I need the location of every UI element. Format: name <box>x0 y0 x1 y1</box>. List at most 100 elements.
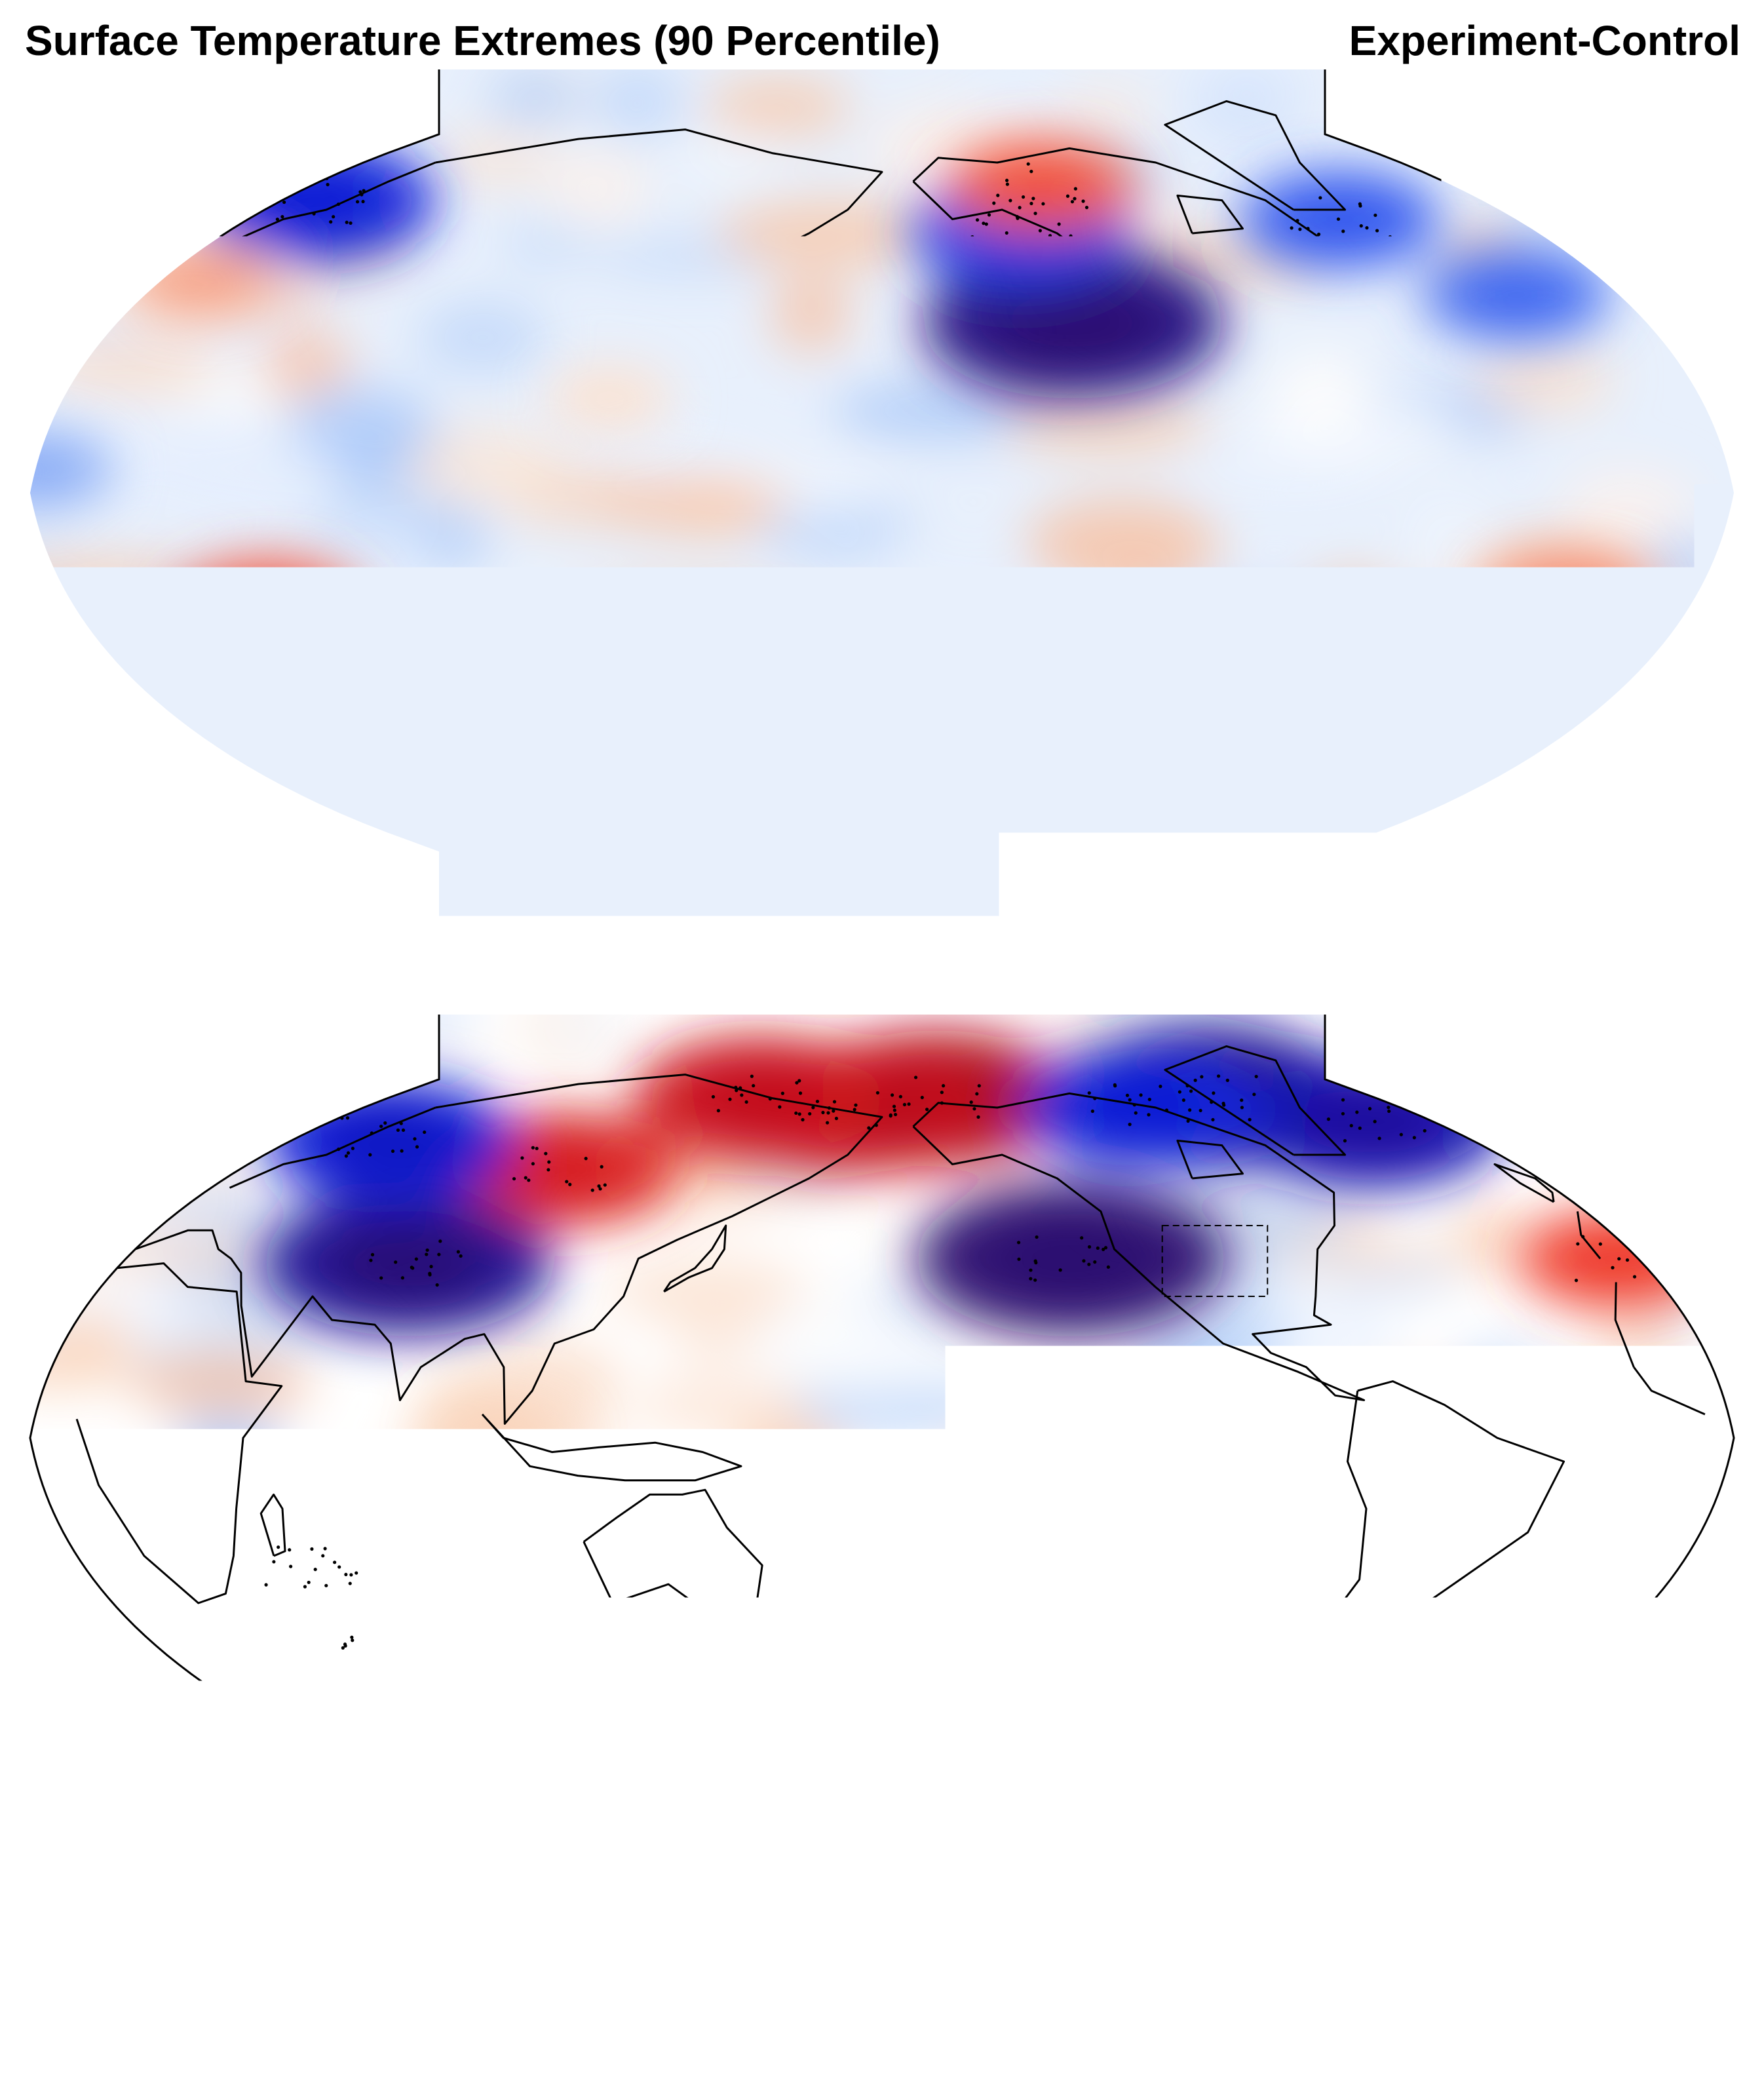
stipple-dot <box>1028 1778 1031 1781</box>
stipple-dot <box>1071 319 1074 322</box>
colorbar-cell <box>1030 1899 1052 1961</box>
stipple-dot <box>1182 1098 1185 1102</box>
stipple-dot <box>891 1093 894 1096</box>
stipple-dot <box>585 1157 588 1160</box>
stipple-dot <box>333 1560 336 1564</box>
colorbar-cell <box>691 1899 713 1961</box>
colorbar-cell <box>142 1899 163 1961</box>
stipple-dot <box>833 1767 836 1770</box>
stipple-dot <box>1128 1098 1132 1102</box>
stipple-dot <box>1575 1279 1578 1282</box>
colorbar-cell <box>268 1899 290 1961</box>
stipple-dot <box>889 1114 892 1117</box>
stipple-dot <box>875 1747 878 1750</box>
stipple-dot <box>1020 337 1024 340</box>
stipple-dot <box>1252 1093 1256 1096</box>
stipple-dot <box>1035 1235 1039 1239</box>
stipple-dot <box>765 1821 768 1825</box>
stipple-dot <box>1654 1239 1657 1243</box>
stipple-dot <box>914 1075 917 1079</box>
field-patch <box>668 140 788 185</box>
stipple-dot <box>347 1152 350 1155</box>
stipple-dot <box>1134 1112 1138 1115</box>
stipple-dot <box>788 1825 792 1829</box>
stipple-dot <box>975 1092 978 1095</box>
colorbar-cell <box>755 1899 777 1961</box>
stipple-dot <box>326 183 329 186</box>
stipple-dot <box>554 1796 557 1800</box>
field-patch <box>1276 1236 1474 1276</box>
anomaly-core <box>1295 1083 1450 1160</box>
colorbar-cell <box>1369 1899 1390 1961</box>
stipple-dot <box>925 1108 929 1111</box>
stipple-dot <box>429 1265 432 1268</box>
field-patch <box>858 787 977 857</box>
field-patch <box>1506 1810 1657 1850</box>
field-patch <box>1579 720 1764 799</box>
stipple-dot <box>1006 183 1009 186</box>
colorbar-cell <box>925 1899 946 1961</box>
colorbar-cell <box>501 1899 523 1961</box>
stipple-dot <box>978 1084 981 1087</box>
stipple-dot <box>1409 1098 1412 1101</box>
stipple-dot <box>794 1112 797 1115</box>
colorbar-cell <box>839 1899 861 1961</box>
stipple-dot <box>565 1180 568 1183</box>
stipple-dot <box>396 1655 400 1658</box>
stipple-dot <box>1351 1776 1354 1779</box>
colorbar-tick-label: 2 <box>1708 2007 1729 2051</box>
stipple-dot <box>1066 195 1069 198</box>
stipple-dot <box>899 1095 902 1098</box>
stipple-dot <box>264 1583 267 1587</box>
stipple-dot <box>1080 1236 1083 1239</box>
stipple-dot <box>1022 195 1025 199</box>
field-patch <box>7 140 117 196</box>
stipple-dot <box>695 1812 698 1815</box>
stipple-dot <box>1486 305 1489 308</box>
panel-a-map <box>0 69 1764 941</box>
stipple-dot <box>258 625 261 629</box>
colorbar-cell <box>1136 1899 1158 1961</box>
field-patch <box>175 650 300 718</box>
colorbar-cell <box>183 1899 205 1961</box>
stipple-dot <box>1434 1747 1438 1750</box>
field-patch <box>0 1175 115 1231</box>
colorbar-cell <box>670 1899 692 1961</box>
stipple-dot <box>876 1091 879 1094</box>
field-patch <box>1577 1062 1732 1127</box>
stipple-dot <box>576 1789 579 1792</box>
colorbar-cell <box>480 1899 501 1961</box>
stipple-dot <box>799 1091 802 1094</box>
field-patch <box>0 727 126 764</box>
field-patch <box>1038 1578 1128 1614</box>
stipple-dot <box>1018 206 1022 209</box>
stipple-dot <box>1634 1245 1637 1249</box>
stipple-dot <box>778 1105 781 1108</box>
stipple-dot <box>531 1162 535 1165</box>
stipple-dot <box>892 1105 896 1108</box>
colorbar-cell <box>1496 1899 1518 1961</box>
stipple-dot <box>996 194 999 197</box>
stipple-dot <box>1652 1239 1655 1243</box>
stipple-dot <box>1355 1749 1358 1752</box>
field-patch <box>1108 597 1314 660</box>
stipple-dot <box>425 1252 428 1256</box>
stipple-dot <box>808 1112 811 1115</box>
stipple-dot <box>976 1115 980 1119</box>
stipple-dot <box>1365 226 1368 229</box>
stipple-dot <box>835 1117 838 1120</box>
stipple-dot <box>1240 1106 1244 1109</box>
stipple-dot <box>1298 227 1301 231</box>
stipple-dot <box>795 1081 798 1084</box>
stipple-dot <box>1391 1758 1394 1762</box>
field-patch <box>142 431 338 510</box>
stipple-dot <box>1413 1136 1416 1139</box>
colorbar-cell <box>734 1899 756 1961</box>
stipple-dot <box>617 1791 621 1794</box>
stipple-dot <box>1543 279 1546 282</box>
stipple-dot <box>1188 1108 1191 1112</box>
stipple-dot <box>391 1150 394 1153</box>
stipple-dot <box>428 1623 431 1626</box>
stipple-dot <box>728 1098 731 1101</box>
stipple-dot <box>591 1188 594 1191</box>
